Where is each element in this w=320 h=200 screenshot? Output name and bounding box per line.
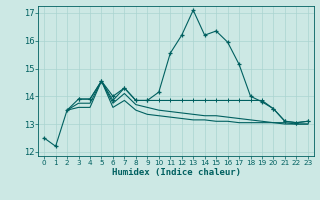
X-axis label: Humidex (Indice chaleur): Humidex (Indice chaleur) — [111, 168, 241, 177]
